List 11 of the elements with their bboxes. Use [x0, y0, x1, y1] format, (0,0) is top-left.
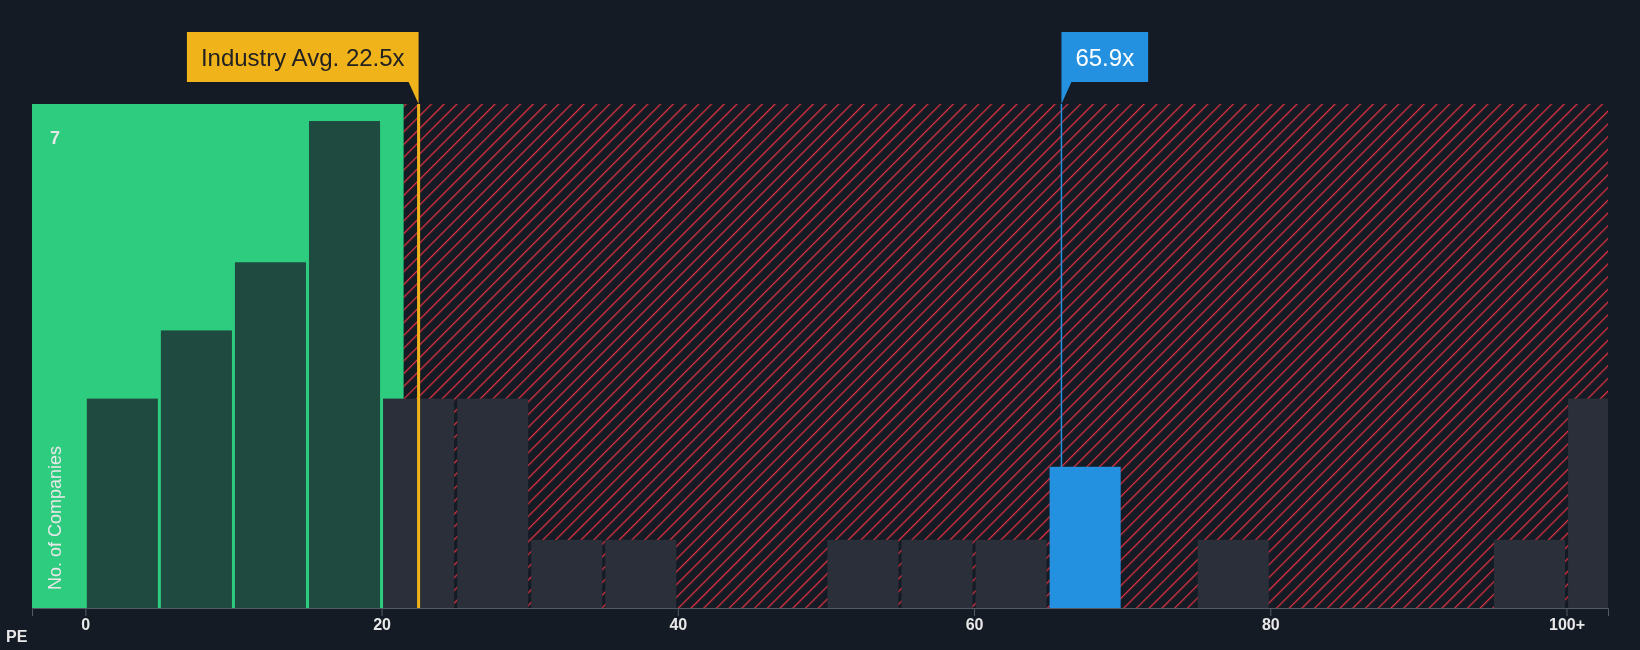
x-tick-label: 20 [373, 616, 392, 634]
annotation: 7 [50, 128, 61, 148]
x-axis-title: PE [6, 628, 28, 645]
x-tick-label: 0 [81, 616, 91, 634]
x-tick-label: 80 [1261, 616, 1280, 634]
ref-line-label: Industry Avg. 22.5x [200, 44, 405, 71]
x-tick-label: 100+ [1549, 616, 1586, 634]
x-tick-label: 40 [669, 616, 688, 634]
ref-line-label: 65.9x [1075, 44, 1135, 71]
x-tick-label: 60 [965, 616, 984, 634]
y-axis-title: No. of Companies [45, 445, 65, 590]
